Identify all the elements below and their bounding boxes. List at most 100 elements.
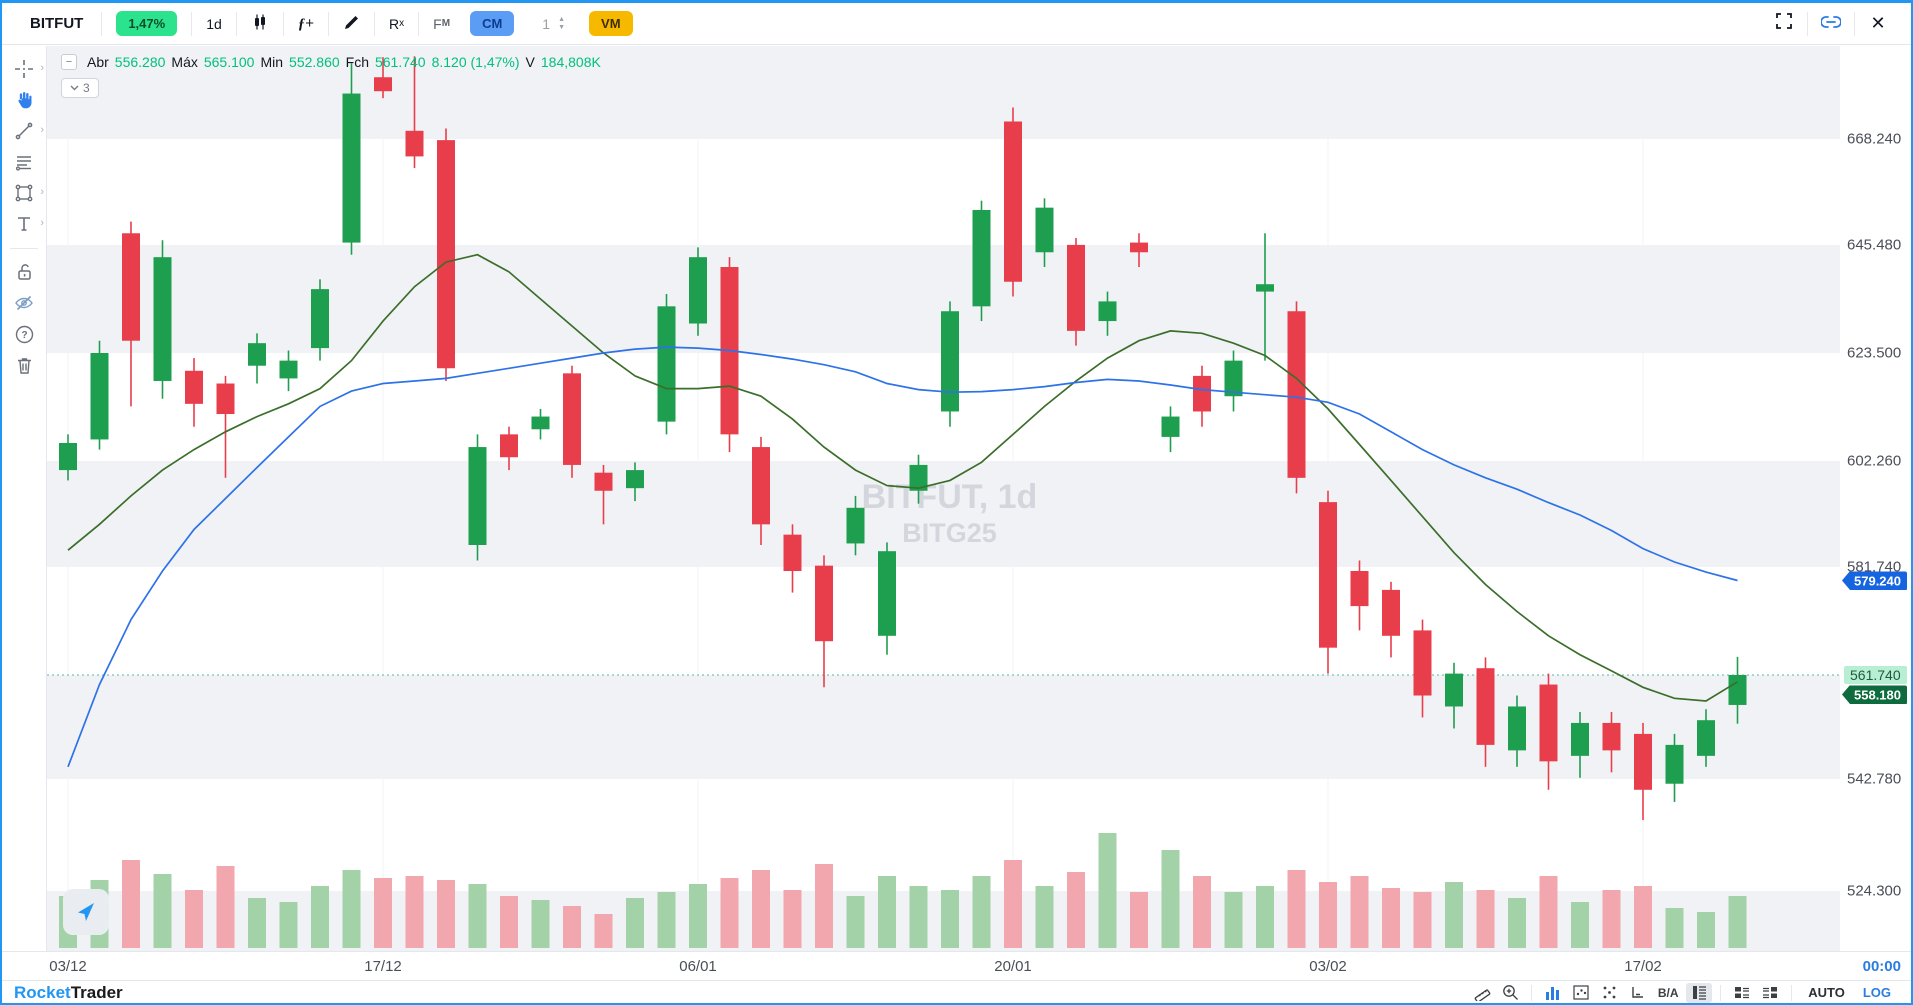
chart-style-button[interactable]	[237, 9, 283, 39]
legend-low-value: 552.860	[289, 54, 340, 70]
orderbook-icon	[1692, 986, 1706, 1000]
quantity-value[interactable]: 1	[542, 15, 551, 32]
orderbook-button[interactable]	[1686, 982, 1713, 1003]
fullscreen-button[interactable]	[1761, 9, 1807, 39]
scatter-chart-button[interactable]	[1568, 983, 1594, 1003]
chart-area: BITFUT, 1d BITG25 − Abr 556.280 Máx 565.1…	[47, 46, 1840, 951]
draw-pencil-icon	[343, 14, 360, 34]
toolbar-separator	[235, 11, 237, 36]
legend-collapse-icon[interactable]: −	[61, 54, 77, 70]
function-plus-icon: ƒ+	[297, 14, 315, 32]
legend-open-value: 556.280	[114, 54, 166, 70]
draw-button[interactable]	[329, 9, 374, 39]
statusbar-separator	[1720, 984, 1722, 1001]
legend-volume-value: 184,808K	[540, 54, 601, 70]
legend-high-value: 565.100	[203, 54, 255, 70]
svg-text:?: ?	[21, 330, 27, 341]
price-axis[interactable]: 668.240 645.480 623.500 602.260 581.740 542.7…	[1840, 46, 1911, 947]
navigation-arrow-icon	[78, 903, 94, 921]
crosshair-tool[interactable]: ›	[5, 54, 44, 84]
volume-histogram-button[interactable]	[1540, 983, 1566, 1003]
scroll-to-realtime-button[interactable]	[63, 889, 109, 935]
rx-label: R	[389, 15, 400, 32]
dots-grid-icon	[1603, 986, 1616, 999]
chevron-right-icon: ›	[40, 186, 44, 198]
interval-button[interactable]: 1d	[206, 15, 222, 32]
link-button[interactable]	[1808, 9, 1854, 39]
toolbar-separator	[282, 11, 284, 36]
rows-right-button[interactable]	[1757, 983, 1783, 1003]
logo-part-1: Rocket	[14, 982, 71, 1002]
log-scale-button[interactable]: LOG	[1862, 985, 1891, 1000]
lock-open-tool[interactable]	[5, 257, 43, 287]
rows-right-icon	[1763, 987, 1778, 999]
close-button[interactable]: ✕	[1855, 9, 1901, 39]
time-axis-label: 17/12	[364, 958, 402, 975]
horizontal-lines-tool[interactable]	[5, 147, 43, 177]
scatter-chart-icon	[1573, 985, 1589, 1000]
rectangle-tool[interactable]: ›	[5, 178, 44, 208]
vm-badge: VM	[589, 11, 633, 36]
toolbar-separator	[374, 11, 376, 36]
auto-scale-button[interactable]: AUTO	[1808, 985, 1845, 1000]
close-icon: ✕	[1870, 13, 1886, 33]
delete-tool[interactable]	[5, 350, 43, 380]
toolbar-separator	[1854, 11, 1855, 36]
ohlc-legend: − Abr 556.280 Máx 565.100 Min 552.860 Fc…	[61, 54, 601, 70]
statusbar-separator	[1791, 984, 1793, 1001]
candles-icon	[251, 13, 269, 34]
app-logo[interactable]: RocketTrader	[14, 983, 123, 1003]
text-tool[interactable]: ›	[5, 209, 44, 239]
help-tool[interactable]: ?	[5, 319, 43, 349]
axis-corner-button[interactable]	[1624, 983, 1650, 1003]
measure-button[interactable]	[1469, 983, 1495, 1003]
legend-close-label: Fch	[345, 54, 369, 70]
fm-sub-label: M	[441, 18, 451, 29]
spinner-up-icon[interactable]: ▲	[558, 15, 566, 23]
ma-value-price-tag: 579.240	[1842, 571, 1907, 590]
hand-tool[interactable]	[5, 85, 43, 115]
price-axis-label: 645.480	[1847, 236, 1902, 254]
time-axis-label: 17/02	[1624, 958, 1662, 975]
chevron-down-icon	[70, 85, 79, 91]
price-axis-label: 524.300	[1847, 882, 1902, 900]
change-badge-button[interactable]: 1,47%	[102, 9, 191, 39]
cm-button[interactable]: CM	[464, 9, 528, 39]
dots-grid-button[interactable]	[1596, 983, 1622, 1003]
time-axis[interactable]: 00:00 03/12 17/12 06/01 20/01 03/02 17/02	[2, 951, 1911, 980]
zoom-in-icon	[1502, 985, 1518, 1000]
measure-icon	[1474, 989, 1491, 1001]
statusbar-separator	[1531, 984, 1533, 1001]
hide-drawings-tool[interactable]	[5, 288, 43, 318]
indicators-collapse-button[interactable]: 3	[61, 78, 99, 98]
indicators-button[interactable]: ƒ+	[284, 9, 328, 39]
vm-button[interactable]: VM	[575, 9, 647, 39]
bid-ask-button[interactable]: B/A	[1652, 983, 1684, 1003]
rows-left-icon	[1735, 987, 1750, 999]
rx-sub-label: x	[399, 18, 405, 29]
legend-low-label: Min	[260, 54, 284, 70]
rows-left-button[interactable]	[1729, 983, 1755, 1003]
chevron-right-icon: ›	[40, 124, 44, 136]
spinner-down-icon[interactable]: ▼	[558, 23, 566, 31]
status-bar: RocketTrader B/A	[2, 980, 1911, 1003]
cm-badge: CM	[470, 11, 515, 36]
trendline-tool[interactable]: ›	[5, 116, 44, 146]
time-axis-label: 03/02	[1309, 958, 1347, 975]
symbol-button[interactable]: BITFUT	[30, 15, 84, 32]
price-axis-label: 623.500	[1847, 344, 1902, 362]
svg-text:BITFUT, 1d: BITFUT, 1d	[862, 478, 1038, 516]
volume-histogram-icon	[1546, 987, 1560, 1000]
chevron-right-icon: ›	[40, 62, 44, 74]
toolbar-separator	[101, 11, 103, 36]
time-axis-label: 03/12	[49, 958, 87, 975]
zoom-in-button[interactable]	[1497, 983, 1523, 1003]
time-axis-label: 20/01	[994, 958, 1032, 975]
indicators-count: 3	[83, 81, 90, 95]
quantity-stepper[interactable]: ▲ ▼	[556, 15, 575, 31]
logo-part-2: Trader	[70, 982, 123, 1002]
